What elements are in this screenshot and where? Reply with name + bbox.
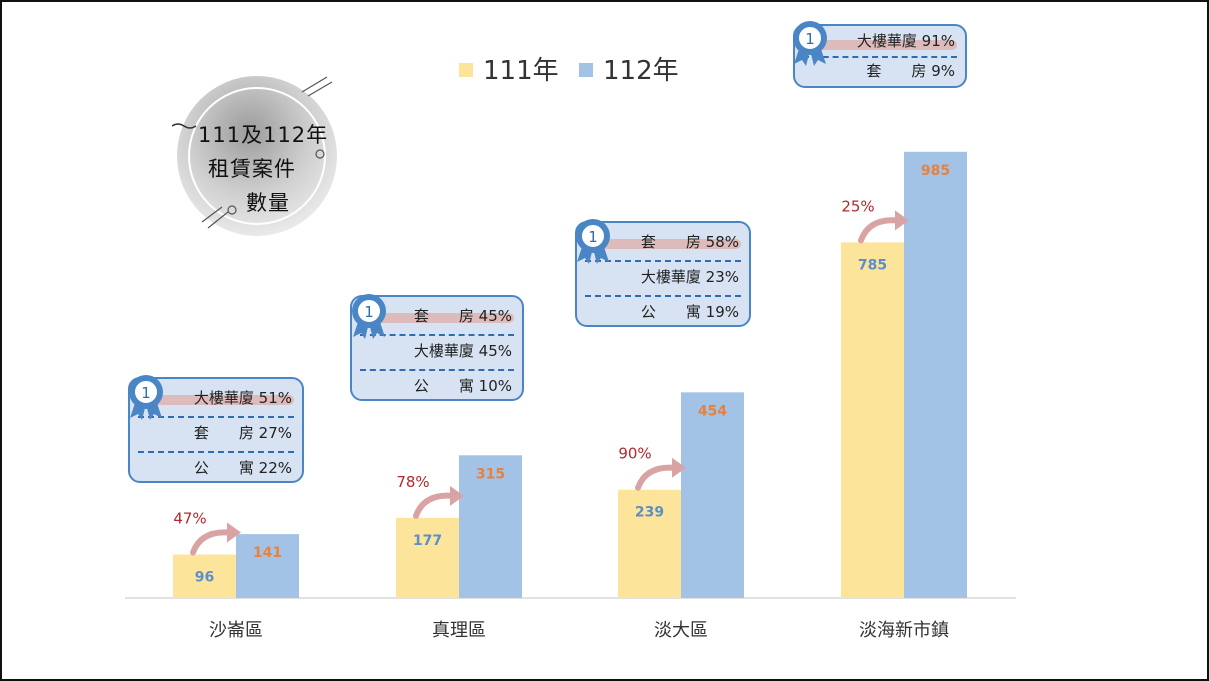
growth-arrowhead-icon xyxy=(450,485,464,506)
callout-row: 大樓華廈 51% xyxy=(138,383,294,418)
data-label-112: 141 xyxy=(253,545,282,561)
growth-percent-label: 47% xyxy=(173,510,206,528)
growth-arrow-icon xyxy=(858,217,900,244)
growth-arrowhead-icon xyxy=(227,522,241,543)
title-badge-circle xyxy=(172,76,337,236)
legend-label: 111年 xyxy=(483,56,559,86)
title-line-2: 租賃案件 xyxy=(208,157,296,181)
svg-text:1: 1 xyxy=(588,228,598,246)
callout-row: 大樓華廈 91% xyxy=(803,28,957,58)
callout-row: 公 寓 10% xyxy=(413,377,512,395)
bar-111-真理區 xyxy=(396,517,459,598)
title-line-1: 111及112年 xyxy=(198,123,329,147)
growth-arrow-icon xyxy=(413,492,455,519)
callout-row: 套 房 58% xyxy=(585,227,741,262)
callout-row: 套 房 27% xyxy=(138,418,294,453)
growth-arrowhead-icon xyxy=(672,457,686,478)
rank-medal-icon: 1 xyxy=(352,294,386,339)
bar-112-淡大區 xyxy=(681,392,744,598)
data-label-111: 239 xyxy=(635,505,664,521)
legend-swatch xyxy=(459,63,473,77)
data-label-111: 177 xyxy=(413,533,442,549)
growth-arrow-icon xyxy=(190,529,232,556)
bar-111-淡海新市鎮 xyxy=(841,242,904,598)
category-label: 真理區 xyxy=(432,620,486,641)
callout-row: 套 房 9% xyxy=(866,62,955,80)
bar-112-沙崙區 xyxy=(236,534,299,598)
growth-arrow-icon xyxy=(635,464,677,491)
data-label-112: 315 xyxy=(476,466,505,482)
svg-text:1: 1 xyxy=(805,30,815,48)
growth-arrowhead-icon xyxy=(895,210,909,231)
callout-row: 套 房 45% xyxy=(360,301,514,336)
callout-row: 公 寓 22% xyxy=(193,459,292,477)
category-label: 淡大區 xyxy=(654,620,708,641)
data-label-112: 454 xyxy=(698,403,727,419)
bar-112-真理區 xyxy=(459,455,522,598)
growth-percent-label: 78% xyxy=(396,473,429,491)
rank-medal-icon: 1 xyxy=(793,21,827,66)
callout-row: 公 寓 19% xyxy=(640,303,739,321)
bar-111-沙崙區 xyxy=(173,554,236,598)
data-label-111: 96 xyxy=(195,570,214,586)
category-label: 淡海新市鎮 xyxy=(859,620,949,641)
category-label: 沙崙區 xyxy=(209,620,263,641)
callout-row: 大樓華廈 23% xyxy=(585,262,741,297)
growth-percent-label: 25% xyxy=(841,197,874,215)
data-label-111: 785 xyxy=(858,257,887,273)
callout-row: 大樓華廈 45% xyxy=(360,336,514,371)
callout-真理區: 套 房 45% 大樓華廈 45% 公 寓 10% xyxy=(350,295,524,401)
data-label-112: 985 xyxy=(921,163,950,179)
growth-percent-label: 90% xyxy=(618,445,651,463)
title-line-3: 數量 xyxy=(246,191,290,215)
rank-medal-icon: 1 xyxy=(576,219,610,264)
bar-111-淡大區 xyxy=(618,489,681,598)
rank-medal-icon: 1 xyxy=(129,375,163,420)
bar-112-淡海新市鎮 xyxy=(904,151,967,599)
legend-swatch xyxy=(579,63,593,77)
svg-text:1: 1 xyxy=(364,303,374,321)
chart-title: 111及112年 租賃案件 數量 xyxy=(172,118,342,220)
svg-text:1: 1 xyxy=(141,384,151,402)
legend-label: 112年 xyxy=(603,56,679,86)
